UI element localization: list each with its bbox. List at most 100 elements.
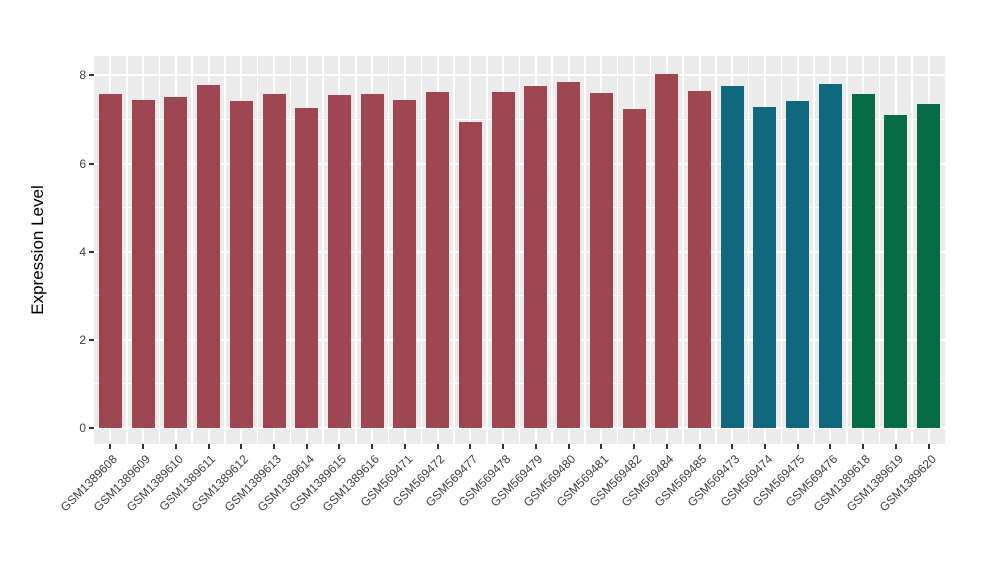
gridline-v-minor: [453, 56, 455, 444]
gridline-h-major: [94, 250, 945, 253]
bar-GSM569479: [524, 85, 548, 428]
bar-GSM569484: [655, 74, 679, 428]
x-tick-mark: [763, 444, 766, 449]
bar-GSM569474: [753, 107, 777, 428]
x-tick-label: GSM1389610: [123, 452, 186, 515]
bar-GSM569477: [458, 122, 482, 428]
x-tick-mark: [731, 444, 734, 449]
x-tick-mark: [927, 444, 930, 449]
bar-GSM1389615: [327, 94, 351, 428]
x-tick-label: GSM1389615: [287, 452, 350, 515]
gridline-h-major: [94, 162, 945, 165]
x-tick-label: GSM569485: [651, 452, 710, 510]
x-tick-mark: [371, 444, 374, 449]
gridline-v-minor: [158, 56, 161, 444]
x-tick-label: GSM569475: [750, 452, 808, 510]
x-tick-label: GSM1389618: [810, 452, 874, 515]
gridline-v-minor: [518, 56, 521, 444]
x-tick-mark: [207, 444, 210, 449]
gridline-v-minor: [485, 56, 488, 444]
y-axis-title: Expression Level: [28, 185, 47, 315]
gridline-h-major: [94, 338, 945, 341]
x-tick-mark: [862, 444, 865, 449]
y-tick-label: 0: [79, 421, 86, 435]
x-tick-mark: [240, 444, 243, 449]
gridline-v-minor: [256, 56, 259, 444]
gridline-h-minor: [94, 383, 945, 385]
x-tick-label: GSM1389613: [221, 452, 284, 515]
bar-GSM569480: [557, 82, 581, 428]
x-tick-label: GSM569473: [684, 452, 743, 510]
gridline-v-minor: [289, 56, 292, 444]
gridline-v-minor: [224, 56, 226, 444]
gridline-v-minor: [747, 56, 750, 444]
x-tick-label: GSM1389616: [319, 452, 383, 515]
bar-GSM1389610: [164, 97, 188, 428]
gridline-h-minor: [94, 295, 945, 297]
x-tick-label: GSM1389608: [58, 452, 121, 515]
gridline-h-minor: [94, 118, 945, 120]
gridline-v-minor: [125, 56, 128, 444]
x-tick-mark: [633, 444, 636, 449]
bar-GSM569481: [589, 93, 613, 428]
gridline-v-minor: [387, 56, 390, 444]
bar-GSM1389609: [131, 99, 155, 428]
bar-GSM1389612: [229, 100, 253, 428]
x-tick-mark: [174, 444, 177, 449]
x-tick-label: GSM1389620: [876, 452, 939, 515]
gridline-v-minor: [878, 56, 881, 444]
x-tick-mark: [338, 444, 341, 449]
bar-GSM1389613: [262, 93, 286, 428]
bar-GSM1389618: [851, 93, 875, 428]
gridline-v-minor: [616, 56, 619, 444]
bar-GSM1389614: [295, 107, 319, 428]
gridline-v-minor: [911, 56, 914, 444]
bar-GSM1389608: [98, 93, 122, 428]
x-tick-mark: [796, 444, 799, 449]
x-tick-mark: [273, 444, 276, 449]
gridline-v-minor: [780, 56, 783, 444]
bar-GSM569478: [491, 92, 515, 428]
bar-GSM569482: [622, 108, 646, 428]
x-tick-label: GSM1389612: [188, 452, 252, 515]
x-tick-label: GSM569477: [422, 452, 481, 510]
x-tick-mark: [502, 444, 505, 449]
bar-GSM1389620: [917, 104, 941, 428]
x-tick-label: GSM569480: [520, 452, 579, 510]
y-tick-label: 8: [79, 68, 86, 83]
x-tick-mark: [305, 444, 308, 449]
gridline-v-minor: [420, 56, 423, 444]
x-tick-mark: [534, 444, 537, 449]
x-tick-label: GSM569476: [782, 452, 841, 510]
x-tick-mark: [567, 444, 570, 449]
bar-GSM569471: [393, 99, 417, 428]
gridline-v-minor: [682, 56, 684, 444]
x-tick-mark: [469, 444, 472, 449]
gridline-v-minor: [551, 56, 554, 444]
x-tick-label: GSM1389614: [254, 452, 317, 515]
gridline-v-minor: [322, 56, 324, 444]
x-tick-mark: [403, 444, 406, 449]
plot-panel: [94, 56, 945, 444]
bar-GSM569485: [688, 91, 712, 428]
x-tick-label: GSM569479: [488, 452, 546, 510]
y-tick-label: 6: [79, 156, 86, 171]
x-tick-label: GSM1389619: [843, 452, 906, 515]
bar-GSM1389619: [884, 114, 908, 428]
x-tick-mark: [829, 444, 832, 449]
x-tick-label: GSM569484: [619, 452, 677, 510]
gridline-v-minor: [649, 56, 652, 444]
x-tick-label: GSM569471: [357, 452, 415, 510]
x-tick-mark: [894, 444, 897, 449]
x-tick-label: GSM1389609: [90, 452, 154, 515]
x-tick-label: GSM569482: [586, 452, 644, 510]
x-tick-mark: [600, 444, 603, 449]
x-tick-label: GSM569481: [553, 452, 612, 510]
x-tick-label: GSM569472: [390, 452, 448, 510]
bar-GSM569473: [720, 86, 744, 428]
x-tick-mark: [698, 444, 701, 449]
gridline-v-minor: [715, 56, 717, 444]
gridline-v-minor: [846, 56, 848, 444]
y-tick-label: 2: [79, 332, 86, 347]
x-tick-label: GSM1389611: [156, 452, 219, 514]
